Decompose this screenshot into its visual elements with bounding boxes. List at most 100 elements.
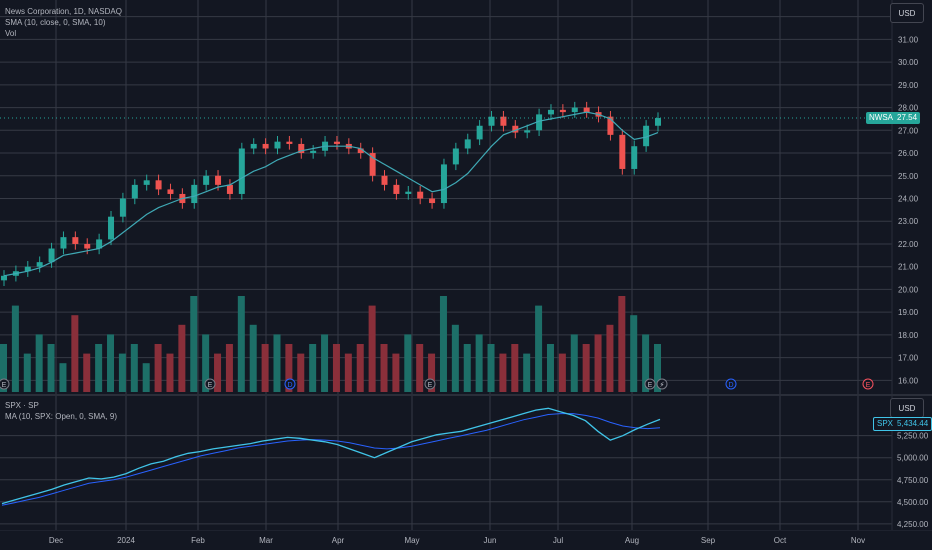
candle-body (60, 237, 67, 249)
volume-bar (523, 353, 531, 392)
spx-title[interactable]: SPX · SP (5, 401, 39, 410)
main-legend: News Corporation, 1D, NASDAQ SMA (10, cl… (5, 6, 122, 39)
time-axis-label: Apr (332, 536, 345, 545)
candle-body (310, 150, 317, 154)
candle-body (1, 275, 7, 281)
event-marker[interactable]: E (204, 378, 216, 390)
spx-ma-legend[interactable]: MA (10, SPX: Open, 0, SMA, 9) (5, 412, 118, 421)
volume-bar (297, 353, 305, 392)
candle-body (36, 262, 43, 267)
time-axis-label: Aug (625, 536, 639, 545)
time-axis-label: Feb (191, 536, 205, 545)
spx-currency-button[interactable]: USD (890, 398, 924, 418)
spx-axis-label: 4,750.00 (897, 476, 929, 485)
volume-bar (285, 344, 293, 392)
volume-bar (475, 334, 483, 392)
price-axis-label: 31.00 (898, 35, 919, 44)
volume-bar (130, 344, 138, 392)
spx-tag-symbol: SPX (877, 419, 894, 428)
volume-bar (154, 344, 162, 392)
event-marker[interactable]: D (725, 378, 737, 390)
volume-bar (237, 296, 245, 392)
event-label: E (428, 382, 433, 389)
candle-body (524, 130, 531, 133)
volume-bar (404, 334, 412, 392)
candle-body (238, 148, 245, 194)
main-chart-pane[interactable]: 32.0031.0030.0029.0028.0027.0026.0025.00… (0, 0, 932, 394)
volume-bar (642, 334, 650, 392)
candle-body (96, 239, 103, 249)
volume-bar (344, 353, 352, 392)
candle-body (607, 116, 614, 135)
volume-bar (47, 344, 55, 392)
event-label: D (287, 382, 292, 389)
candle-body (191, 184, 198, 204)
pane-divider[interactable] (0, 394, 932, 396)
volume-bar (392, 353, 400, 392)
price-tag-symbol: NWSA (869, 113, 893, 123)
time-axis-label: Sep (701, 536, 716, 545)
candle-body (440, 164, 447, 204)
candle-body (464, 139, 471, 149)
candle-body (357, 148, 364, 154)
candle-body (226, 184, 233, 194)
volume-bar (368, 305, 376, 392)
volume-bar (83, 353, 91, 392)
candle-body (429, 198, 436, 204)
volume-bar (225, 344, 233, 392)
volume-bar (511, 344, 519, 392)
volume-bar (11, 305, 19, 392)
candle-body (512, 125, 519, 133)
event-marker[interactable]: E (0, 378, 10, 390)
time-axis[interactable]: Dec 2024 Feb Mar Apr May Jun Jul Aug Sep Oct Nov (0, 530, 932, 550)
time-axis-label: Jun (484, 536, 497, 545)
event-marker[interactable]: E (424, 378, 436, 390)
vol-legend[interactable]: Vol (5, 29, 17, 38)
dividend-icon (284, 378, 296, 390)
price-axis-label: 19.00 (898, 308, 919, 317)
spx-axis-label: 4,500.00 (897, 498, 929, 507)
volume-bar (356, 344, 364, 392)
volume-bar (190, 296, 198, 392)
candle-body (381, 175, 388, 185)
price-axis-label: 24.00 (898, 195, 919, 204)
candle-body (488, 116, 495, 126)
volume-bar (249, 324, 257, 392)
price-axis-label: 16.00 (898, 376, 919, 385)
price-axis-label: 17.00 (898, 354, 919, 363)
candle-body (333, 141, 340, 144)
spx-chart-pane[interactable]: 5,250.00 5,000.00 4,750.00 4,500.00 4,250.00… (0, 396, 932, 530)
volume-bar (142, 363, 150, 392)
earnings-icon (204, 378, 216, 390)
price-axis-label: 27.00 (898, 126, 919, 135)
candle-body (155, 180, 162, 190)
candle-body (571, 107, 578, 113)
event-marker[interactable]: D (284, 378, 296, 390)
candle-body (643, 125, 650, 147)
event-label: D (728, 382, 733, 389)
volume-bar (558, 353, 566, 392)
volume-bar (594, 334, 602, 392)
volume-bar (416, 344, 424, 392)
time-axis-label: Oct (774, 536, 787, 545)
volume-bar (71, 315, 79, 392)
volume-bar (451, 324, 459, 392)
price-axis-label: 28.00 (898, 104, 919, 113)
volume-bar (178, 324, 186, 392)
time-axis-label: Mar (259, 536, 273, 545)
event-marker[interactable]: E (644, 378, 656, 390)
spx-axis-label: 5,250.00 (897, 432, 929, 441)
event-marker[interactable]: E (862, 378, 874, 390)
earnings-icon (862, 378, 874, 390)
main-price-chart[interactable]: 32.0031.0030.0029.0028.0027.0026.0025.00… (0, 0, 932, 394)
spx-ma-line (1, 413, 661, 506)
currency-button[interactable]: USD (890, 3, 924, 23)
spx-chart[interactable]: 5,250.00 5,000.00 4,750.00 4,500.00 4,250.00 (0, 396, 932, 530)
volume-bar (95, 344, 103, 392)
volume-bar (107, 334, 115, 392)
symbol-title[interactable]: News Corporation, 1D, NASDAQ (5, 7, 122, 16)
candle-body (536, 114, 543, 131)
spx-axis-label: 4,250.00 (897, 520, 929, 529)
time-axis-label: Jul (553, 536, 563, 545)
sma-legend[interactable]: SMA (10, close, 0, SMA, 10) (5, 18, 106, 27)
